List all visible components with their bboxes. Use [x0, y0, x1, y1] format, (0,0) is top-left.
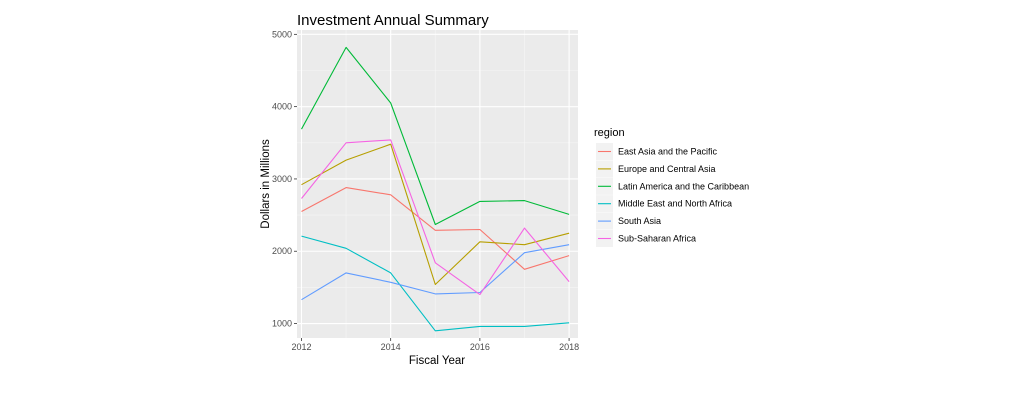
legend-label: Middle East and North Africa — [618, 199, 732, 209]
y-tick-label: 3000 — [272, 174, 292, 184]
y-tick-label: 1000 — [272, 319, 292, 329]
series-line-0 — [301, 187, 570, 270]
legend-label: Latin America and the Caribbean — [618, 181, 749, 191]
legend-label: Sub-Saharan Africa — [618, 234, 696, 244]
y-tick-label: 5000 — [272, 29, 292, 39]
x-tick-label: 2016 — [470, 342, 490, 352]
legend: East Asia and the Pacific Europe and Cent… — [596, 143, 749, 247]
x-tick-label: 2012 — [291, 342, 311, 352]
series-line-3 — [301, 235, 570, 332]
plot-panel — [297, 30, 578, 338]
legend-label: South Asia — [618, 216, 661, 226]
major-gridlines — [297, 30, 578, 338]
x-tick-label: 2014 — [381, 342, 401, 352]
legend-title: region — [594, 127, 625, 139]
legend-label: Europe and Central Asia — [618, 164, 716, 174]
minor-gridlines — [297, 30, 578, 338]
series-lines — [301, 46, 570, 332]
y-tick-label: 4000 — [272, 102, 292, 112]
x-axis: 2012 2014 2016 2018 — [291, 338, 579, 352]
chart-title: Investment Annual Summary — [297, 12, 489, 29]
series-line-5 — [301, 139, 570, 296]
y-tick-label: 2000 — [272, 246, 292, 256]
series-line-2 — [301, 46, 570, 226]
legend-label: East Asia and the Pacific — [618, 147, 718, 157]
y-axis-title: Dollars in Millions — [260, 139, 272, 229]
x-tick-label: 2018 — [559, 342, 579, 352]
x-axis-title: Fiscal Year — [409, 355, 465, 367]
series-line-4 — [301, 244, 570, 301]
y-axis: 1000 2000 3000 4000 5000 — [272, 29, 297, 329]
series-line-1 — [301, 143, 570, 286]
